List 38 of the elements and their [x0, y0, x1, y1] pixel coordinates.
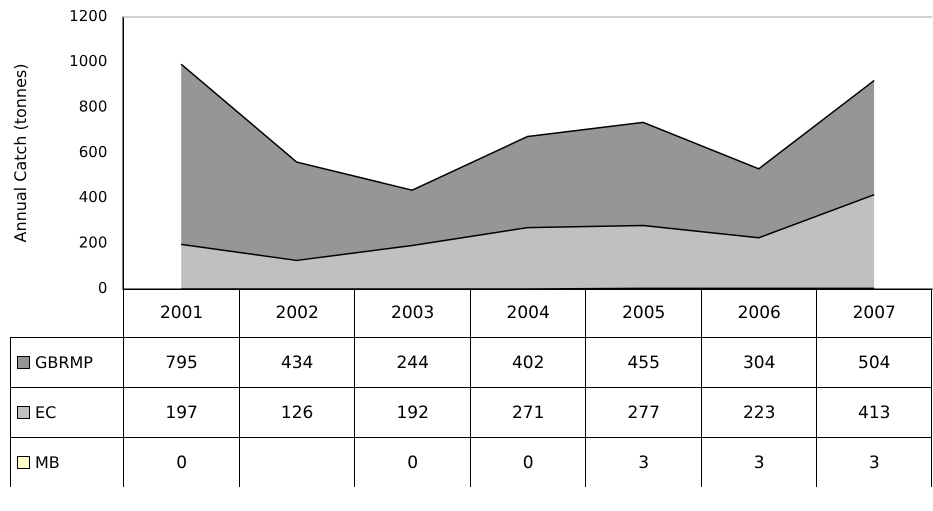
- y-tick-label: 400: [78, 188, 108, 206]
- data-label: 271: [470, 387, 586, 437]
- x-tick-label: 2006: [700, 289, 816, 337]
- y-tick-label: 200: [78, 234, 108, 252]
- data-label: 0: [354, 437, 470, 487]
- x-tick-label: 2005: [585, 289, 701, 337]
- x-tick-label: 2002: [238, 289, 354, 337]
- data-label: 0: [123, 437, 239, 487]
- legend-label: MB: [35, 453, 60, 472]
- x-tick-label: 2001: [123, 289, 239, 337]
- data-label: 192: [354, 387, 470, 437]
- data-label: 126: [238, 387, 354, 437]
- data-label: 3: [585, 437, 701, 487]
- y-tick-label: 600: [78, 142, 108, 161]
- y-tick-label: 1200: [69, 6, 108, 25]
- y-axis-title: Annual Catch (tonnes): [10, 64, 30, 242]
- data-label: 197: [123, 387, 239, 437]
- data-label: 223: [700, 387, 816, 437]
- data-label: 402: [470, 337, 586, 387]
- data-label: 455: [585, 337, 701, 387]
- y-tick-label: 800: [78, 98, 108, 116]
- data-label: 504: [816, 337, 932, 387]
- data-label: 304: [700, 337, 816, 387]
- y-tick-label: 1000: [69, 52, 108, 70]
- data-label: 795: [123, 337, 239, 387]
- legend-label: EC: [35, 403, 56, 422]
- data-label: 3: [816, 437, 932, 487]
- x-tick-label: 2007: [816, 289, 932, 337]
- data-label: 277: [585, 387, 701, 437]
- x-tick-label: 2004: [470, 289, 586, 337]
- x-tick-label: 2003: [354, 289, 470, 337]
- y-tick-label: 0: [98, 278, 108, 297]
- data-label: 413: [816, 387, 932, 437]
- data-label: 244: [354, 337, 470, 387]
- data-label: 0: [470, 437, 586, 487]
- data-label: 3: [700, 437, 816, 487]
- legend-label: GBRMP: [35, 353, 93, 372]
- data-label: 434: [238, 337, 354, 387]
